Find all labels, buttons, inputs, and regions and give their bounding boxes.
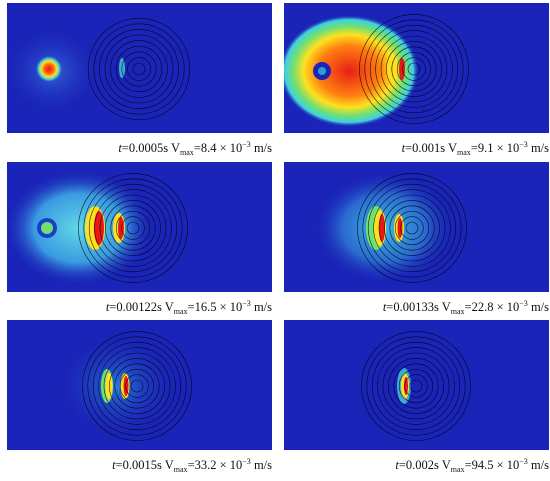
halo: [7, 170, 154, 286]
contour-rings: [82, 331, 192, 441]
contour-ring: [362, 178, 462, 278]
contour-ring: [359, 14, 469, 124]
contour-ring: [393, 363, 439, 409]
panel-2: t=0.001s Vmax=9.1 × 10−3 m/s: [284, 3, 549, 159]
contour-ring: [115, 45, 163, 93]
contour-ring: [371, 341, 461, 431]
panel-3: t=0.00122s Vmax=16.5 × 10−3 m/s: [7, 162, 272, 318]
panel-caption: t=0.002s Vmax=94.5 × 10−3 m/s: [395, 457, 549, 474]
contour-ring: [369, 24, 459, 114]
contour-ring: [398, 368, 434, 404]
contour-ring: [132, 62, 146, 76]
contour-ring: [121, 216, 145, 240]
contour-ring: [367, 183, 457, 273]
velocity-field-plot: [284, 3, 549, 133]
core-center: [318, 67, 326, 75]
contour-ring: [82, 331, 192, 441]
panel-caption: t=0.0005s Vmax=8.4 × 10−3 m/s: [118, 140, 272, 157]
contour-ring: [126, 221, 140, 235]
core-center: [41, 222, 53, 234]
contour-ring: [391, 46, 437, 92]
contour-ring: [409, 379, 423, 393]
wave-crest-red: [397, 218, 403, 238]
panel-caption: t=0.001s Vmax=9.1 × 10−3 m/s: [401, 140, 549, 157]
contour-ring: [361, 331, 471, 441]
contour-ring: [88, 183, 178, 273]
contour-ring: [373, 189, 451, 267]
contour-ring: [98, 347, 176, 425]
wave-crest-red: [399, 58, 405, 80]
panel-caption: t=0.0015s Vmax=33.2 × 10−3 m/s: [112, 457, 272, 474]
velocity-field-plot: [284, 320, 549, 450]
contour-ring: [110, 40, 168, 98]
contour-ring: [364, 19, 464, 119]
contour-ring: [110, 205, 156, 251]
source-hotspot: [35, 55, 63, 83]
contour-ring: [114, 363, 160, 409]
contour-ring: [386, 41, 442, 97]
contour-ring: [94, 189, 172, 267]
contour-ring: [121, 51, 157, 87]
wave-crest-red: [123, 376, 129, 396]
contour-ring: [400, 216, 424, 240]
velocity-field-plot: [284, 162, 549, 292]
contour-ring: [388, 358, 444, 414]
contour-ring: [104, 34, 174, 104]
panel-4: t=0.00133s Vmax=22.8 × 10−3 m/s: [284, 162, 549, 318]
contour-rings: [357, 173, 467, 283]
contour-ring: [93, 23, 185, 115]
contour-ring: [407, 62, 421, 76]
contour-ring: [115, 210, 151, 246]
contour-ring: [375, 30, 453, 108]
field-background: [284, 320, 549, 450]
contour-rings: [78, 173, 188, 283]
contour-ring: [384, 200, 440, 256]
contour-ring: [125, 374, 149, 398]
wave-crest-red: [118, 217, 124, 239]
contour-ring: [382, 352, 450, 420]
contour-ring: [83, 178, 183, 278]
contour-ring: [99, 194, 167, 262]
contour-ring: [378, 194, 446, 262]
contour-ring: [87, 336, 187, 436]
contour-ring: [130, 379, 144, 393]
large-hotspot: [284, 15, 419, 127]
contour-ring: [402, 57, 426, 81]
contour-ring: [87, 17, 191, 121]
contour-rings: [361, 331, 471, 441]
contour-ring: [380, 35, 448, 103]
wave-front-red: [379, 214, 385, 242]
contour-ring: [405, 221, 419, 235]
velocity-field-plot: [7, 320, 272, 450]
contour-ring: [105, 200, 161, 256]
panel-caption: t=0.00122s Vmax=16.5 × 10−3 m/s: [105, 299, 272, 316]
panel-caption: t=0.00133s Vmax=22.8 × 10−3 m/s: [382, 299, 549, 316]
wave-front-yellow: [105, 373, 113, 399]
wave-front-red: [404, 377, 408, 395]
contour-ring: [357, 173, 467, 283]
contour-ring: [366, 336, 466, 436]
contour-ring: [404, 374, 428, 398]
contour-rings: [87, 17, 191, 121]
contour-ring: [99, 29, 179, 109]
velocity-field-plot: [7, 3, 272, 133]
contour-ring: [127, 57, 151, 81]
contour-rings: [359, 14, 469, 124]
panel-6: t=0.002s Vmax=94.5 × 10−3 m/s: [284, 320, 549, 476]
wave-front-red: [94, 211, 104, 245]
contour-ring: [396, 51, 432, 87]
contour-ring: [78, 173, 188, 283]
contour-ring: [109, 358, 165, 414]
panel-1: t=0.0005s Vmax=8.4 × 10−3 m/s: [7, 3, 272, 159]
contour-ring: [394, 210, 430, 246]
contour-ring: [119, 368, 155, 404]
contour-ring: [103, 352, 171, 420]
velocity-field-plot: [7, 162, 272, 292]
contour-ring: [92, 341, 182, 431]
contour-ring: [389, 205, 435, 251]
panel-5: t=0.0015s Vmax=33.2 × 10−3 m/s: [7, 320, 272, 476]
contour-ring: [377, 347, 455, 425]
